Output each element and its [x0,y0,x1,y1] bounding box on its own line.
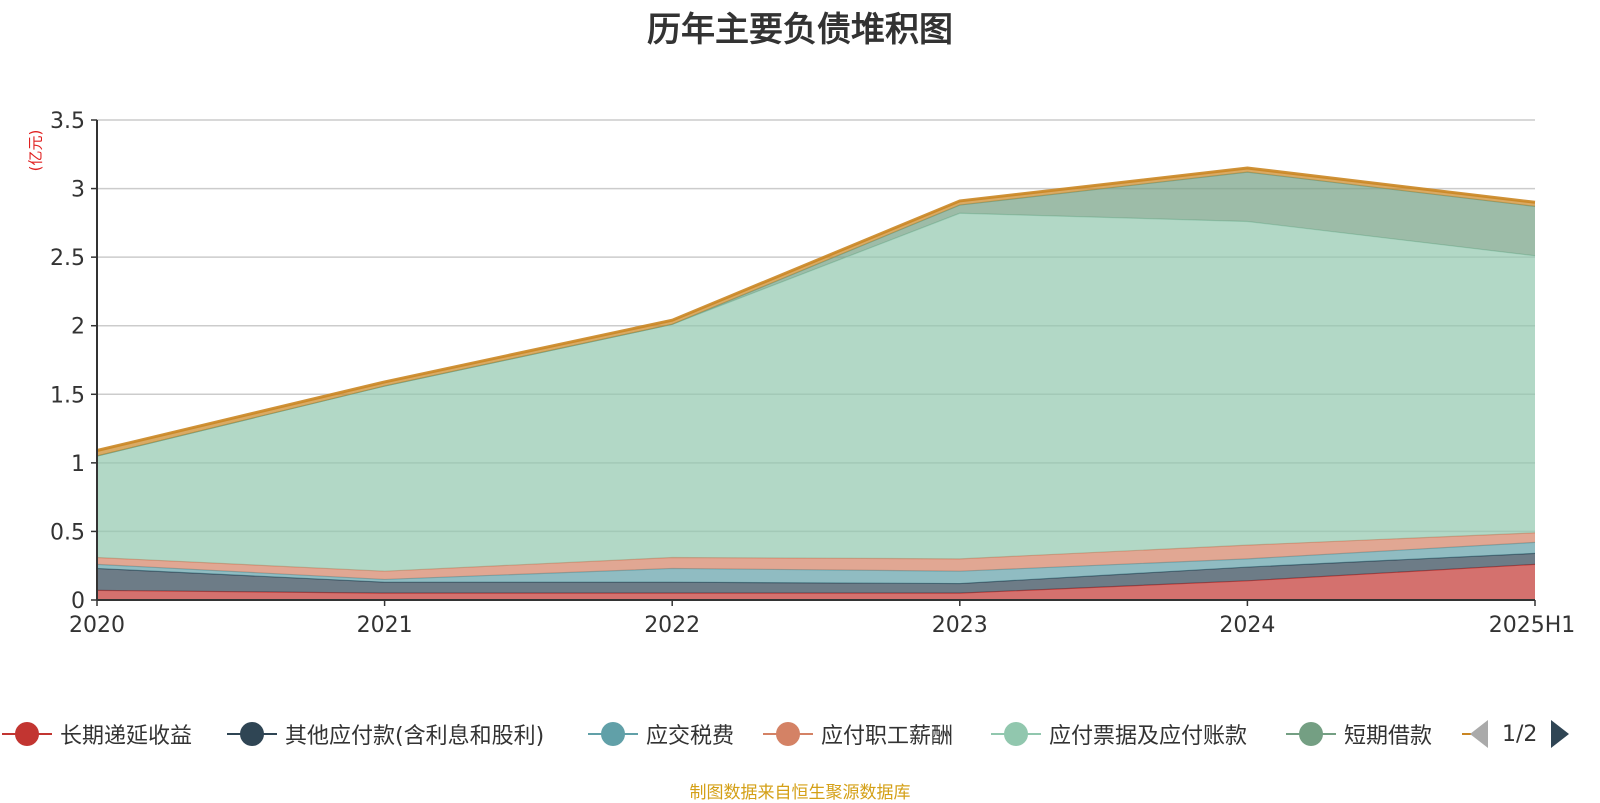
legend-marker-icon [1462,719,1474,749]
area-series-0[interactable] [97,564,1535,600]
x-tick-label: 2024 [1219,613,1275,638]
legend-label: 其他应付款(含利息和股利) [285,724,545,749]
area-series-2[interactable] [97,542,1535,584]
y-tick-label: 2.5 [50,246,85,271]
legend-marker-icon [588,719,638,749]
x-tick-labels: 2020 2021 2022 2023 2024 2025H1 [69,613,1575,638]
x-tick-label: 2025H1 [1489,613,1576,638]
series-line-6 [96,166,1536,452]
series-line-3 [96,532,1536,572]
x-tick-label: 2022 [644,613,700,638]
legend-marker-icon [2,719,52,749]
axes [96,120,1536,606]
y-tick-label: 1 [71,452,85,477]
y-tick-label: 1.5 [50,383,85,408]
legend-label: 短期借款 [1344,724,1433,749]
legend-item[interactable]: 应付职工薪酬 [763,712,953,756]
source-note: 制图数据来自恒生聚源数据库 [689,783,911,803]
area-series-5[interactable] [97,172,1535,456]
area-series-4[interactable] [97,213,1535,572]
y-tick-label: 2 [71,315,85,340]
legend-item[interactable]: 应交税费 [588,712,734,756]
area-series-1[interactable] [97,553,1535,594]
legend-label: 应付票据及应付账款 [1049,724,1248,749]
legend-item[interactable]: 其他应付款(含利息和股利) [227,712,544,756]
legend-item[interactable]: 应付票据及应付账款 [991,712,1247,756]
x-tick-label: 2023 [932,613,988,638]
x-tick-label: 2021 [357,613,413,638]
legend-marker-icon [1286,719,1336,749]
legend-item[interactable] [1462,712,1474,756]
legend-page-label: 1/2 [1502,721,1538,747]
legend: 长期递延收益 其他应付款(含利息和股利) 应交税费 应付职工薪酬 应付票据及应付账款 短期… [0,712,1600,756]
area-series-3[interactable] [97,532,1535,580]
legend-marker-icon [763,719,813,749]
y-tick-label: 0 [71,589,85,614]
legend-item[interactable]: 短期借款 [1286,712,1432,756]
legend-item[interactable]: 长期递延收益 [2,712,192,756]
legend-prev-icon[interactable] [1470,720,1488,748]
area-series [96,166,1536,600]
stacked-area-chart: 00.511.522.533.5 2020 2021 2022 2023 2024 202… [50,109,1575,638]
legend-pager: 1/2 [1470,712,1570,756]
legend-next-icon[interactable] [1551,720,1570,748]
chart-title: 历年主要负债堆积图 [647,10,953,50]
legend-label: 应付职工薪酬 [821,724,954,749]
y-tick-label: 0.5 [50,520,85,545]
y-tick-labels: 0 0.5 1 1.5 2 2.5 3 3.5 [50,109,85,614]
series-line-0 [96,563,1536,594]
y-tick-label: 3 [71,178,85,203]
legend-marker-icon [227,719,277,749]
y-tick-label: 3.5 [50,109,85,134]
x-tick-label: 2020 [69,613,125,638]
legend-marker-icon [991,719,1041,749]
legend-label: 应交税费 [646,724,735,749]
legend-label: 长期递延收益 [60,724,193,749]
